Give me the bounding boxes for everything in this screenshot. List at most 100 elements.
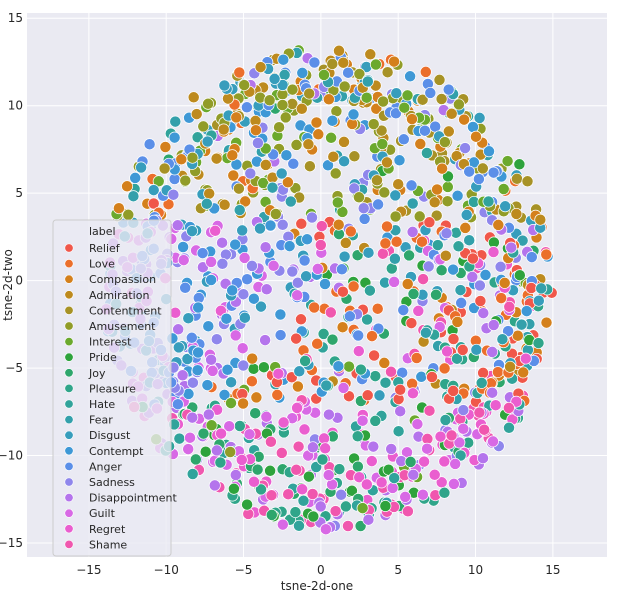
legend-marker: [64, 446, 74, 456]
data-point: [415, 370, 428, 383]
data-point: [342, 66, 355, 79]
data-point: [276, 79, 289, 91]
data-point: [540, 248, 553, 261]
y-tick-label: 5: [15, 186, 23, 200]
data-point: [354, 363, 367, 376]
legend-marker: [64, 539, 74, 549]
data-point: [286, 265, 299, 278]
data-point: [322, 469, 335, 482]
data-point: [477, 307, 490, 320]
data-point: [354, 520, 367, 532]
data-point: [293, 519, 305, 532]
data-point: [540, 316, 553, 329]
data-point: [218, 198, 231, 211]
data-point: [239, 195, 252, 208]
data-point: [325, 131, 338, 144]
data-point: [388, 472, 401, 485]
data-point: [266, 181, 279, 194]
data-point: [368, 349, 381, 362]
data-point: [210, 152, 223, 165]
legend-label: Compassion: [89, 273, 156, 286]
data-point: [223, 420, 236, 433]
data-point: [447, 384, 460, 397]
data-point: [326, 114, 339, 127]
data-point: [197, 120, 210, 133]
legend-marker: [64, 274, 74, 284]
data-point: [365, 455, 378, 468]
data-point: [405, 317, 418, 330]
data-point: [351, 430, 364, 443]
data-point: [249, 124, 262, 137]
data-point: [251, 463, 264, 476]
data-point: [209, 224, 222, 237]
data-point: [281, 176, 294, 189]
data-point: [233, 204, 246, 217]
data-point: [520, 305, 533, 318]
data-point: [513, 158, 526, 171]
data-point: [303, 160, 316, 173]
data-point: [487, 319, 500, 331]
data-point: [241, 273, 254, 286]
data-point: [297, 494, 310, 507]
data-point: [404, 70, 417, 83]
data-point: [373, 389, 386, 402]
data-point: [190, 108, 203, 121]
data-point: [222, 92, 234, 105]
data-point: [335, 263, 348, 276]
data-point: [229, 469, 242, 481]
data-point: [451, 189, 464, 202]
data-point: [336, 205, 349, 218]
data-point: [394, 405, 407, 418]
legend-label: Sadness: [89, 476, 135, 489]
data-point: [312, 128, 325, 141]
data-point: [311, 262, 324, 275]
data-point: [184, 431, 196, 444]
data-point: [259, 158, 272, 171]
data-point: [237, 359, 250, 372]
data-point: [430, 288, 442, 301]
data-point: [298, 423, 311, 436]
data-point: [438, 362, 451, 375]
x-tick-label: 0: [317, 563, 325, 577]
data-point: [315, 220, 328, 233]
data-point: [356, 502, 369, 515]
data-point: [246, 352, 259, 365]
legend-label: Guilt: [89, 507, 116, 520]
data-point: [492, 218, 505, 231]
legend-marker: [64, 493, 74, 503]
data-point: [367, 118, 380, 131]
legend-marker: [64, 415, 74, 425]
data-point: [269, 208, 282, 220]
data-point: [182, 312, 195, 325]
data-point: [159, 141, 172, 153]
legend-box: [52, 219, 172, 557]
data-point: [364, 48, 377, 61]
data-point: [235, 453, 248, 466]
data-point: [295, 102, 308, 115]
data-point: [452, 98, 465, 111]
data-point: [265, 489, 278, 502]
data-point: [291, 401, 304, 414]
data-point: [453, 436, 466, 449]
data-point: [393, 154, 406, 167]
data-point: [361, 389, 374, 402]
data-point: [517, 366, 530, 379]
data-point: [326, 333, 339, 346]
data-point: [320, 379, 333, 392]
data-point: [264, 435, 277, 448]
data-point: [307, 510, 320, 523]
data-point: [257, 361, 270, 374]
data-point: [255, 300, 267, 313]
data-point: [394, 383, 407, 396]
data-point: [302, 138, 315, 151]
y-tick-label: 10: [8, 99, 23, 113]
data-point: [300, 270, 313, 283]
data-point: [357, 202, 370, 215]
data-point: [410, 352, 423, 364]
data-point: [245, 375, 258, 388]
data-point: [275, 167, 288, 180]
data-point: [162, 198, 175, 211]
data-point: [186, 151, 199, 164]
data-point: [532, 294, 545, 307]
data-point: [205, 419, 218, 432]
